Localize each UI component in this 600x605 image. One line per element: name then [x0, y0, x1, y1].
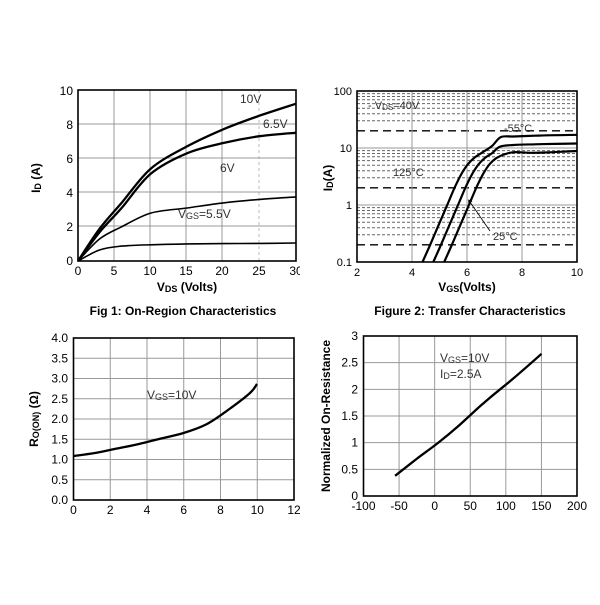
- svg-text:2.5: 2.5: [51, 392, 68, 406]
- svg-text:0.5: 0.5: [51, 473, 68, 487]
- svg-text:ID=2.5A: ID=2.5A: [440, 367, 482, 381]
- svg-text:1: 1: [346, 200, 352, 212]
- svg-text:8: 8: [519, 267, 525, 279]
- svg-text:2: 2: [107, 503, 114, 517]
- svg-text:4: 4: [66, 186, 73, 200]
- svg-text:2: 2: [66, 220, 73, 234]
- svg-text:15: 15: [179, 264, 193, 278]
- svg-text:25: 25: [252, 264, 266, 278]
- svg-text:25°C: 25°C: [493, 231, 518, 243]
- svg-text:12: 12: [287, 503, 300, 517]
- svg-text:6: 6: [464, 267, 470, 279]
- svg-text:VDS (Volts): VDS (Volts): [157, 280, 217, 294]
- svg-text:50: 50: [464, 499, 478, 513]
- svg-text:6: 6: [180, 503, 187, 517]
- svg-text:0: 0: [70, 503, 77, 517]
- svg-text:100: 100: [496, 499, 516, 513]
- svg-text:ID (A): ID (A): [29, 163, 43, 193]
- svg-text:0: 0: [75, 264, 82, 278]
- svg-text:10: 10: [571, 267, 583, 279]
- svg-text:Figure 2: Transfer Characteris: Figure 2: Transfer Characteristics: [374, 304, 566, 318]
- svg-text:-55°C: -55°C: [504, 123, 532, 135]
- svg-text:10: 10: [340, 143, 352, 155]
- svg-text:-50: -50: [390, 499, 408, 513]
- svg-text:3.0: 3.0: [51, 372, 68, 386]
- svg-text:0: 0: [431, 499, 438, 513]
- svg-text:VGS(Volts): VGS(Volts): [438, 280, 495, 294]
- svg-text:RO(ON) (Ω): RO(ON) (Ω): [27, 391, 41, 447]
- svg-text:Normalized On-Resistance: Normalized On-Resistance: [319, 340, 333, 492]
- svg-text:8: 8: [66, 118, 73, 132]
- svg-text:5: 5: [111, 264, 118, 278]
- svg-text:8: 8: [217, 503, 224, 517]
- svg-text:6V: 6V: [220, 161, 235, 175]
- svg-text:10: 10: [143, 264, 157, 278]
- svg-text:4.0: 4.0: [51, 331, 68, 345]
- svg-text:1: 1: [351, 436, 358, 450]
- svg-text:0.0: 0.0: [51, 493, 68, 507]
- svg-text:20: 20: [215, 264, 229, 278]
- svg-text:- VDS=40V: - VDS=40V: [368, 100, 420, 112]
- svg-text:10: 10: [60, 84, 74, 98]
- svg-text:4: 4: [144, 503, 151, 517]
- svg-text:30: 30: [289, 264, 300, 278]
- svg-text:10: 10: [251, 503, 265, 517]
- svg-text:2: 2: [351, 382, 358, 396]
- svg-text:200: 200: [567, 499, 587, 513]
- svg-text:150: 150: [531, 499, 551, 513]
- svg-text:2.5: 2.5: [341, 356, 358, 370]
- svg-text:VGS=10V: VGS=10V: [440, 351, 489, 365]
- svg-text:2: 2: [354, 267, 360, 279]
- svg-text:10V: 10V: [240, 92, 261, 106]
- svg-text:6: 6: [66, 152, 73, 166]
- svg-text:1.5: 1.5: [341, 409, 358, 423]
- svg-text:Fig 1: On-Region Characteristi: Fig 1: On-Region Characteristics: [90, 304, 277, 318]
- svg-text:2.0: 2.0: [51, 412, 68, 426]
- svg-text:6.5V: 6.5V: [263, 117, 288, 131]
- svg-text:125°C: 125°C: [393, 167, 424, 179]
- svg-text:1.5: 1.5: [51, 432, 68, 446]
- svg-text:1.0: 1.0: [51, 453, 68, 467]
- svg-text:-100: -100: [351, 499, 375, 513]
- svg-text:VGS=10V: VGS=10V: [147, 388, 196, 402]
- svg-text:0.5: 0.5: [341, 462, 358, 476]
- svg-text:3.5: 3.5: [51, 351, 68, 365]
- svg-text:100: 100: [334, 86, 352, 98]
- svg-text:0.1: 0.1: [337, 257, 352, 269]
- svg-text:ID(A): ID(A): [321, 165, 335, 192]
- svg-text:4: 4: [409, 267, 415, 279]
- svg-text:VGS=5.5V: VGS=5.5V: [178, 207, 231, 221]
- svg-text:0: 0: [66, 254, 73, 268]
- svg-text:3: 3: [351, 329, 358, 343]
